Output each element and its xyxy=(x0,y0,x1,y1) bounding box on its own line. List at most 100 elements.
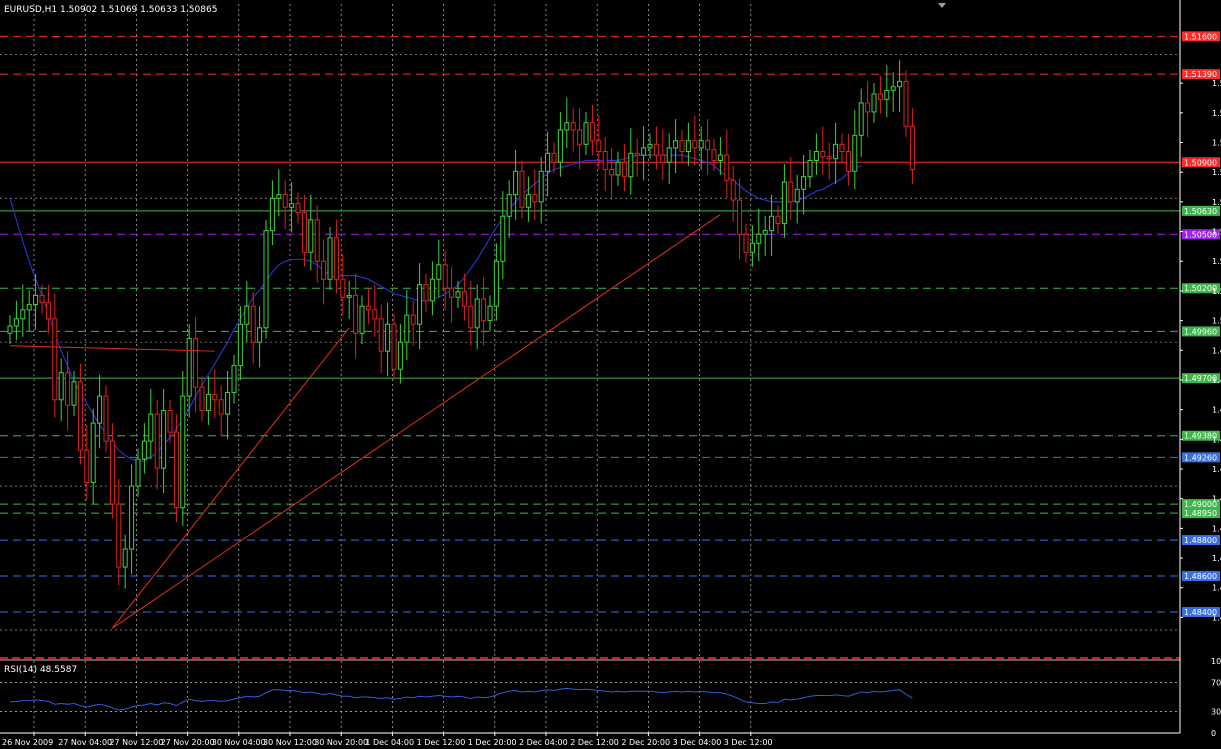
candle-body xyxy=(205,393,211,412)
y-tick-label: 1.50680 xyxy=(1212,198,1221,207)
candle-body xyxy=(193,338,199,388)
candle-body xyxy=(679,140,685,153)
candle-body xyxy=(756,233,762,244)
candle-body xyxy=(884,89,890,100)
candle-body xyxy=(301,212,307,253)
y-tick-label: 1.48370 xyxy=(1212,613,1221,622)
candle-body xyxy=(378,318,384,352)
level-tag xyxy=(1182,508,1220,519)
candle-body xyxy=(596,140,602,153)
y-tick-label: 1.49030 xyxy=(1212,495,1221,504)
trendline xyxy=(112,327,350,629)
candle-body xyxy=(186,338,192,397)
candle-body xyxy=(743,233,749,253)
level-tag xyxy=(1182,373,1220,384)
candle-body xyxy=(589,122,595,142)
candle-body xyxy=(564,122,570,131)
rsi-panel: 100 70 30 0 xyxy=(0,657,1221,738)
candle-body xyxy=(705,140,711,151)
candle-body xyxy=(65,372,71,406)
candle-body xyxy=(839,143,845,153)
x-tick-label: 1 Dec 04:00 xyxy=(365,738,414,747)
candle-body xyxy=(877,93,883,100)
candle-body xyxy=(346,294,352,298)
x-tick-label: 3 Dec 04:00 xyxy=(673,738,722,747)
candle-body xyxy=(109,440,115,505)
candle-body xyxy=(276,194,282,199)
candle-body xyxy=(762,230,768,235)
level-tag xyxy=(1182,571,1220,582)
candle-body xyxy=(749,242,755,253)
level-tag-label: 1.49260 xyxy=(1184,453,1217,462)
candle-body xyxy=(794,188,800,203)
candle-body xyxy=(372,309,378,320)
candle-body xyxy=(545,152,551,172)
candle-body xyxy=(308,219,314,253)
level-tag-label: 1.48950 xyxy=(1184,509,1217,518)
candle-body xyxy=(493,260,499,307)
candle-body xyxy=(909,125,915,170)
y-tick-label: 1.51175 xyxy=(1212,109,1221,118)
level-tag-label: 1.50200 xyxy=(1184,284,1217,293)
candle-body xyxy=(340,278,346,298)
candle-body xyxy=(820,151,826,158)
candle-body xyxy=(417,284,423,325)
candle-body xyxy=(532,194,538,203)
candle-body xyxy=(327,237,333,280)
candle-body xyxy=(442,264,448,289)
level-tag xyxy=(1182,69,1220,80)
candle-body xyxy=(698,140,704,149)
level-tag-label: 1.48400 xyxy=(1184,608,1217,617)
y-tick-label: 1.48535 xyxy=(1212,584,1221,593)
candle-body xyxy=(538,170,544,203)
candle-body xyxy=(583,122,589,145)
level-tag xyxy=(1182,607,1220,618)
candle-body xyxy=(231,365,237,394)
level-tag-label: 1.49960 xyxy=(1184,327,1217,336)
candle-body xyxy=(7,325,13,334)
candle-body xyxy=(397,341,403,370)
level-tag-label: 1.50900 xyxy=(1184,158,1217,167)
candle-body xyxy=(122,548,128,568)
candle-body xyxy=(116,503,122,568)
price-candles xyxy=(7,59,915,589)
level-tag xyxy=(1182,205,1220,216)
candle-body xyxy=(769,215,775,232)
candle-body xyxy=(506,194,512,217)
candle-body xyxy=(13,318,19,327)
candle-body xyxy=(103,395,109,442)
candle-body xyxy=(634,152,640,156)
candle-body xyxy=(577,129,583,145)
candle-body xyxy=(391,323,397,370)
candle-body xyxy=(404,314,410,343)
candle-body xyxy=(711,149,717,162)
level-tag xyxy=(1182,452,1220,463)
y-tick-label: 1.49525 xyxy=(1212,406,1221,415)
rsi-tick-label: 70 xyxy=(1211,679,1221,688)
candle-body xyxy=(513,170,519,196)
candle-body xyxy=(244,305,250,325)
candle-body xyxy=(551,152,557,163)
x-tick-label: 1 Dec 12:00 xyxy=(417,738,466,747)
level-tag xyxy=(1182,229,1220,240)
y-tick-label: 1.48865 xyxy=(1212,524,1221,533)
candle-body xyxy=(173,431,179,509)
candle-body xyxy=(641,147,647,156)
trendline xyxy=(112,214,721,629)
candle-body xyxy=(135,458,141,487)
rsi-tick-label: 0 xyxy=(1211,729,1216,738)
candle-body xyxy=(161,410,167,469)
x-tick-label: 3 Dec 12:00 xyxy=(724,738,773,747)
ma-line xyxy=(9,154,862,462)
candle-body xyxy=(180,395,186,509)
x-tick-label: 27 Nov 04:00 xyxy=(58,738,112,747)
candle-body xyxy=(449,287,455,298)
y-tick-label: 1.48700 xyxy=(1212,554,1221,563)
shift-marker-icon[interactable] xyxy=(938,3,946,8)
x-tick-label: 27 Nov 12:00 xyxy=(109,738,163,747)
candle-body xyxy=(257,327,263,343)
candle-body xyxy=(461,291,467,307)
